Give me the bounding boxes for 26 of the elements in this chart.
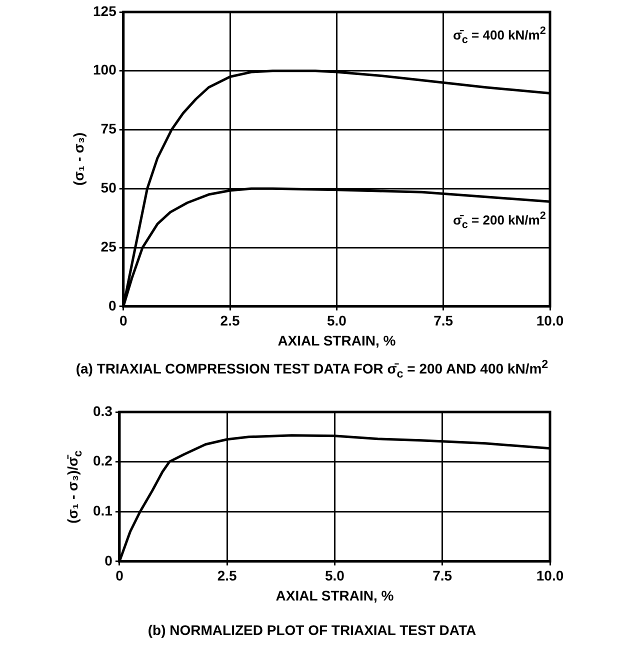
y-tick-label: 50 (100, 180, 117, 196)
y-tick-label: 100 (93, 62, 117, 78)
x-tick-label: 5.0 (326, 312, 347, 329)
x-axis-title: AXIAL STRAIN, % (276, 587, 394, 604)
y-tick-label: 0 (108, 297, 117, 314)
text: (a) TRIAXIAL COMPRESSION TEST DATA FOR σ̄$_{c}$ = 200 AND 400 kN/m$^{2}$ (74, 358, 550, 380)
y-tick-label: 0.1 (92, 502, 113, 518)
y-tick-label: 75 (100, 120, 117, 137)
x-tick-label: 0 (119, 312, 128, 329)
x-axis-title: AXIAL STRAIN, % (278, 332, 396, 348)
x-tick-label: 7.5 (432, 568, 452, 584)
x-tick-label: 2.5 (217, 568, 238, 584)
y-tick-label: 0.2 (92, 452, 113, 469)
x-tick-label: 10.0 (536, 312, 564, 329)
x-tick-label: 7.5 (434, 312, 454, 329)
text: (b) NORMALIZED PLOT OF TRIAXIAL TEST DATA (146, 622, 478, 638)
x-tick-label: 2.5 (220, 312, 240, 329)
y-axis-title: (σ₁ - σ₃) (70, 132, 86, 186)
y-tick-label: 25 (100, 238, 117, 254)
x-tick-label: 5.0 (324, 568, 345, 584)
text: σ̄$_{c}$ = 400 kN/m$^{2}$ (453, 25, 546, 46)
y-tick-label: 0.3 (92, 402, 113, 419)
x-tick-label: 10.0 (536, 568, 564, 584)
series-label: σ̄$_{c}$ = 200 kN/m$^{2}$ (453, 210, 546, 230)
y-tick-label: 125 (93, 2, 117, 19)
y-tick-label: 0 (104, 552, 113, 568)
